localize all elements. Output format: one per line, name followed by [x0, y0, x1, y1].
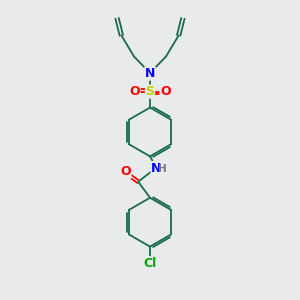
Text: O: O — [129, 85, 140, 98]
Text: S: S — [146, 85, 154, 98]
Text: N: N — [145, 67, 155, 80]
Text: Cl: Cl — [143, 257, 157, 270]
Text: O: O — [120, 165, 131, 178]
Text: H: H — [158, 164, 167, 174]
Text: N: N — [151, 161, 162, 175]
Text: O: O — [160, 85, 171, 98]
